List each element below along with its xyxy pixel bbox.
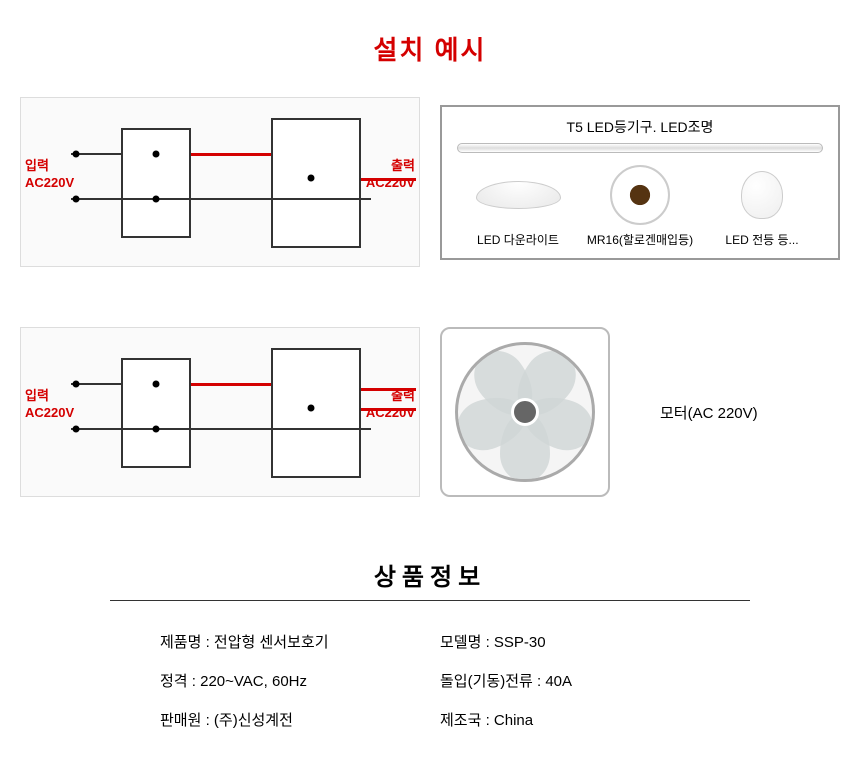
- junction-box-2: [271, 348, 361, 478]
- terminal-dot: [73, 151, 80, 158]
- mr16-icon: [610, 165, 670, 225]
- terminal-dot: [73, 196, 80, 203]
- info-cell: 모델명 : SSP-30: [440, 631, 700, 652]
- info-cell: 돌입(기동)전류 : 40A: [440, 670, 700, 691]
- lamp-label: LED 다운라이트: [457, 231, 579, 248]
- product-info-heading: 상품정보: [110, 557, 750, 601]
- lamp-item-bulb: LED 전등 등...: [701, 168, 823, 248]
- info-cell: 제품명 : 전압형 센서보호기: [160, 631, 420, 652]
- wire-hot-out-2: [361, 408, 416, 411]
- junction-box-1: [121, 358, 191, 468]
- wire-hot: [191, 153, 271, 156]
- terminal-dot: [153, 196, 160, 203]
- output-label: 출력AC220V: [366, 158, 415, 192]
- wire-neutral: [71, 428, 371, 430]
- downlight-icon: [476, 181, 561, 209]
- lamp-label: LED 전등 등...: [701, 231, 823, 248]
- junction-box-2: [271, 118, 361, 248]
- terminal-dot: [153, 426, 160, 433]
- bulb-icon: [741, 171, 783, 219]
- terminal-dot: [308, 405, 315, 412]
- wire-hot-out: [361, 178, 416, 181]
- wiring-diagram-lighting: 입력AC220V 출력AC220V: [20, 97, 420, 267]
- info-cell: 제조국 : China: [440, 709, 700, 730]
- wire-hot: [191, 383, 271, 386]
- terminal-dot: [73, 426, 80, 433]
- terminal-dot: [308, 175, 315, 182]
- page-title: 설치 예시: [20, 30, 840, 67]
- motor-label: 모터(AC 220V): [660, 402, 758, 423]
- row-motor: 입력AC220V 출력AC220V: [20, 327, 840, 497]
- product-info-grid: 제품명 : 전압형 센서보호기 모델명 : SSP-30 정격 : 220~VA…: [160, 631, 700, 730]
- output-label: 출력AC220V: [366, 388, 415, 422]
- info-cell: 정격 : 220~VAC, 60Hz: [160, 670, 420, 691]
- wire-neutral: [71, 198, 371, 200]
- lamp-item-mr16: MR16(할로겐매입등): [579, 168, 701, 248]
- page-container: 설치 예시 입력AC220V 출력AC220V: [0, 0, 860, 760]
- product-info-section: 상품정보 제품명 : 전압형 센서보호기 모델명 : SSP-30 정격 : 2…: [20, 557, 840, 730]
- terminal-dot: [153, 381, 160, 388]
- junction-box-1: [121, 128, 191, 238]
- lamp-label: MR16(할로겐매입등): [579, 231, 701, 248]
- tube-label: T5 LED등기구. LED조명: [457, 117, 823, 137]
- lamp-item-downlight: LED 다운라이트: [457, 168, 579, 248]
- led-products-panel: T5 LED등기구. LED조명 LED 다운라이트 MR16(할로겐매입등) …: [440, 105, 840, 260]
- fan-product-box: [440, 327, 610, 497]
- info-cell: 판매원 : (주)신성계전: [160, 709, 420, 730]
- row-lighting: 입력AC220V 출력AC220V T5 LED등기구. LED조명: [20, 97, 840, 267]
- fan-icon: [455, 342, 595, 482]
- terminal-dot: [153, 151, 160, 158]
- wire-hot-out-1: [361, 388, 416, 391]
- t5-tube-graphic: [457, 143, 823, 153]
- lamp-row: LED 다운라이트 MR16(할로겐매입등) LED 전등 등...: [457, 168, 823, 248]
- wiring-diagram-motor: 입력AC220V 출력AC220V: [20, 327, 420, 497]
- terminal-dot: [73, 381, 80, 388]
- input-label: 입력AC220V: [25, 388, 74, 422]
- input-label: 입력AC220V: [25, 158, 74, 192]
